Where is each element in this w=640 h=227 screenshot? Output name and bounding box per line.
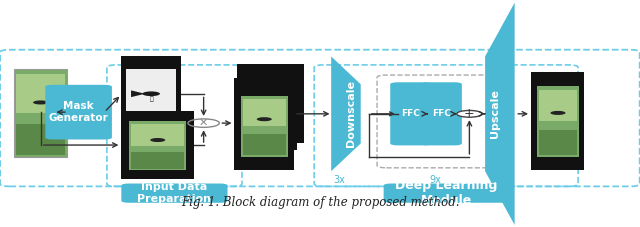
FancyBboxPatch shape [234, 78, 294, 170]
Polygon shape [331, 57, 361, 171]
FancyBboxPatch shape [538, 130, 577, 155]
FancyBboxPatch shape [538, 89, 577, 121]
Text: Input Data
Preparation: Input Data Preparation [138, 182, 211, 204]
FancyBboxPatch shape [126, 69, 176, 123]
Text: +: + [464, 107, 475, 120]
FancyBboxPatch shape [45, 85, 112, 139]
Text: Mask
Generator: Mask Generator [49, 101, 108, 123]
FancyBboxPatch shape [243, 99, 286, 126]
FancyBboxPatch shape [16, 74, 65, 113]
FancyBboxPatch shape [122, 56, 181, 135]
Circle shape [150, 138, 165, 142]
FancyBboxPatch shape [16, 124, 65, 155]
FancyBboxPatch shape [244, 64, 304, 143]
Circle shape [33, 100, 48, 104]
Text: ✕: ✕ [199, 118, 209, 128]
FancyBboxPatch shape [131, 124, 184, 146]
Text: 9x: 9x [429, 175, 442, 185]
FancyBboxPatch shape [420, 82, 462, 145]
FancyBboxPatch shape [243, 134, 286, 155]
Text: FFC: FFC [401, 109, 420, 118]
Polygon shape [485, 3, 515, 225]
FancyBboxPatch shape [122, 183, 227, 203]
FancyBboxPatch shape [129, 121, 186, 170]
FancyBboxPatch shape [122, 130, 181, 135]
Text: 3x: 3x [489, 175, 501, 185]
FancyBboxPatch shape [122, 56, 181, 65]
FancyBboxPatch shape [531, 72, 584, 170]
Text: ⬛: ⬛ [149, 96, 153, 102]
Circle shape [457, 111, 482, 117]
Text: Deep Learning
Module: Deep Learning Module [395, 179, 497, 207]
FancyBboxPatch shape [131, 152, 184, 169]
FancyBboxPatch shape [14, 69, 67, 157]
Text: FFC: FFC [432, 109, 451, 118]
FancyBboxPatch shape [122, 111, 193, 179]
Circle shape [257, 117, 272, 121]
FancyBboxPatch shape [536, 86, 579, 157]
FancyBboxPatch shape [237, 64, 296, 150]
Polygon shape [131, 90, 145, 97]
Text: Fig. 1. Block diagram of the proposed method.: Fig. 1. Block diagram of the proposed me… [181, 196, 460, 209]
Text: Upscale: Upscale [490, 89, 500, 138]
FancyBboxPatch shape [241, 96, 288, 157]
Text: Downscale: Downscale [346, 80, 356, 147]
Circle shape [550, 111, 566, 115]
Text: 3x: 3x [333, 175, 346, 185]
FancyBboxPatch shape [383, 183, 509, 203]
Circle shape [142, 91, 160, 96]
FancyBboxPatch shape [390, 82, 432, 145]
